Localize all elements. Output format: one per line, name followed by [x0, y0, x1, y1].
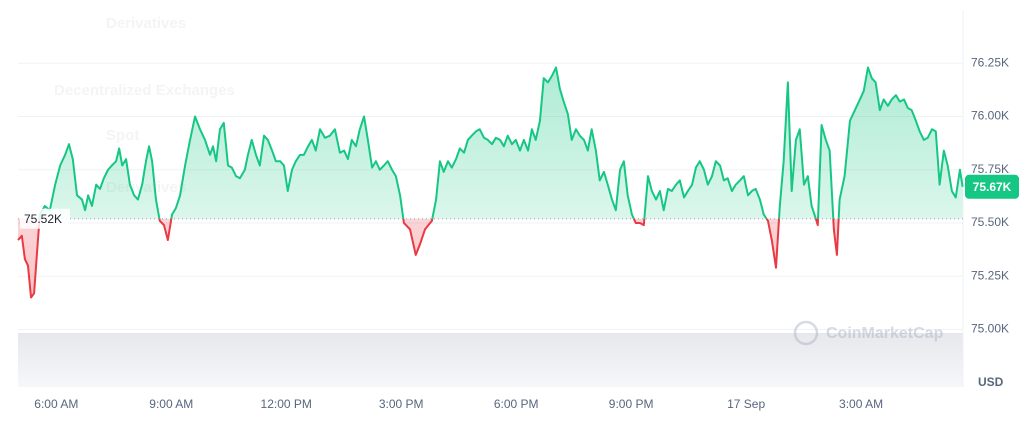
x-tick-label: 6:00 AM	[34, 397, 78, 411]
x-tick-label: 3:00 AM	[839, 397, 883, 411]
line-above	[38, 66, 964, 219]
y-tick-label: 75.25K	[971, 268, 1009, 282]
volume-strip	[18, 333, 963, 387]
y-tick-label: 75.75K	[971, 162, 1009, 176]
y-tick-label: 75.00K	[971, 322, 1009, 336]
current-price-tag	[965, 174, 1019, 199]
y-tick-label: 76.00K	[971, 109, 1009, 123]
x-tick-label: 17 Sep	[727, 397, 765, 411]
x-tick-label: 9:00 PM	[609, 397, 654, 411]
y-tick-label: 75.50K	[971, 215, 1009, 229]
x-tick-label: 6:00 PM	[494, 397, 539, 411]
baseline-label: 75.52K	[24, 212, 62, 226]
background-label: Derivatives	[106, 15, 186, 32]
baseline-label-bg	[20, 208, 70, 229]
x-tick-label: 12:00 PM	[261, 397, 312, 411]
y-tick-label: 76.25K	[971, 55, 1009, 69]
watermark-text: CoinMarketCap	[826, 325, 944, 342]
x-tick-label: 3:00 PM	[379, 397, 424, 411]
line-below	[17, 218, 840, 299]
plot	[17, 62, 964, 330]
background-label: Decentralized Exchanges	[54, 82, 235, 99]
background-label: Spot	[106, 127, 139, 144]
y-axis-label: USD	[978, 375, 1004, 389]
current-price-label: 75.67K	[973, 180, 1012, 194]
x-tick-label: 9:00 AM	[149, 397, 193, 411]
watermark: CoinMarketCap	[793, 320, 944, 346]
